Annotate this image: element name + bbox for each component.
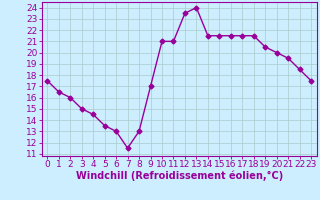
X-axis label: Windchill (Refroidissement éolien,°C): Windchill (Refroidissement éolien,°C) [76, 171, 283, 181]
